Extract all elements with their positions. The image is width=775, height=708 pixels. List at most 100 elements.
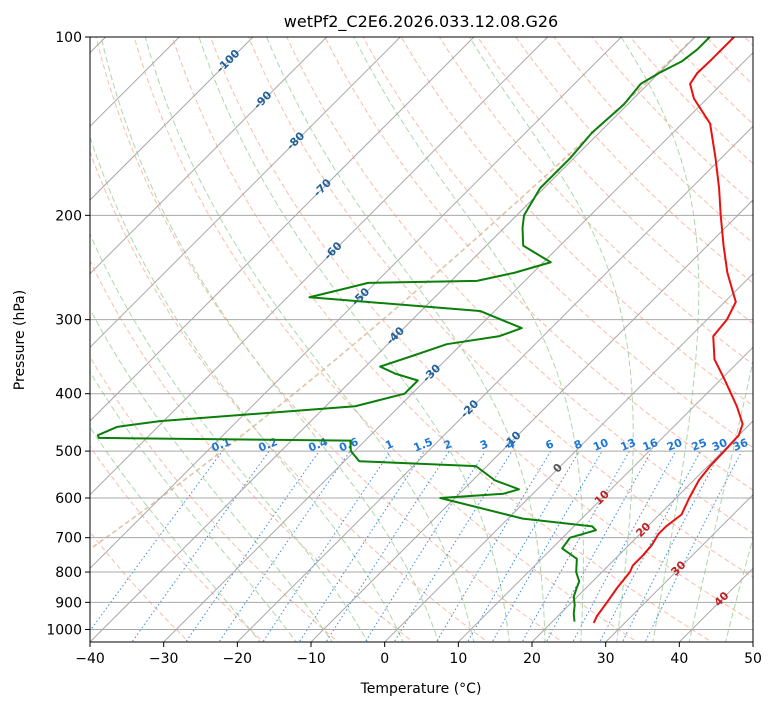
dry-adiabat — [90, 356, 339, 642]
y-tick-label: 300 — [55, 313, 82, 329]
mixing-ratio-line — [393, 450, 513, 642]
mixing-ratio-label: 16 — [641, 436, 660, 454]
mixing-ratio-label: 3 — [478, 437, 490, 452]
dry-adiabat — [515, 37, 753, 284]
dry-adiabat — [133, 37, 638, 642]
dewpoint-line — [96, 37, 711, 622]
isotherm-line — [162, 51, 753, 642]
isotherm-line — [90, 37, 549, 496]
isotherm-line — [236, 125, 753, 642]
mixing-ratio-line — [218, 450, 351, 642]
dry-adiabat — [770, 24, 775, 645]
y-tick-label: 500 — [55, 444, 82, 460]
dry-adiabat — [438, 37, 753, 366]
dry-adiabat — [744, 37, 753, 47]
moist-adiabat — [90, 233, 369, 642]
isotherm-line — [90, 37, 475, 422]
isotherm-label: 30 — [669, 558, 689, 578]
pressure-gridlines — [90, 37, 753, 630]
isotherm-line — [90, 37, 254, 201]
moist-adiabat — [725, 536, 753, 642]
moist-adiabat — [198, 37, 510, 642]
isotherm-line — [90, 37, 623, 570]
mixing-ratio-label: 0.2 — [256, 435, 279, 454]
mixing-ratio-line — [298, 450, 425, 642]
mixing-ratio-line — [131, 450, 270, 642]
dry-adiabat — [90, 150, 489, 642]
mixing-ratio-line — [644, 450, 743, 642]
dry-adiabat — [286, 37, 753, 534]
y-tick-label: 100 — [55, 30, 82, 46]
moist-adiabat — [90, 370, 297, 642]
isotherm-line — [457, 346, 753, 642]
dry-adiabat — [90, 259, 414, 642]
mixing-ratio-label: 6 — [544, 437, 556, 452]
moist-adiabat — [144, 37, 475, 642]
dry-adiabat — [324, 37, 753, 491]
moist-adiabat — [353, 37, 584, 642]
x-axis: −40 −30 −20 −10 0 10 20 30 40 50 — [75, 642, 762, 667]
mixing-ratio-label: 25 — [690, 436, 709, 454]
x-tick-label: 40 — [670, 651, 688, 667]
isotherm-line — [383, 272, 753, 642]
y-tick-label: 1000 — [46, 622, 82, 638]
isotherm-line — [531, 420, 753, 642]
y-tick-label: 600 — [55, 491, 82, 507]
x-tick-label: 30 — [597, 651, 615, 667]
isotherm-line — [90, 37, 328, 275]
y-tick-label: 200 — [55, 208, 82, 224]
isotherm-line — [310, 199, 753, 642]
mixing-ratio-label: 1 — [383, 437, 395, 452]
mixing-ratio-line — [466, 450, 580, 642]
isotherm-line — [752, 641, 753, 642]
mixing-ratio-labels: 0.1 0.2 0.4 0.6 1 1.5 2 3 4 6 8 10 13 16 20 25 30 36 — [210, 435, 751, 454]
mixing-ratio-line — [325, 450, 450, 642]
y-tick-label: 800 — [55, 565, 82, 581]
profile-series — [96, 37, 744, 624]
dry-adiabat — [90, 531, 190, 642]
y-axis: 100 200 300 400 500 600 700 800 900 1000 — [46, 30, 90, 638]
x-tick-label: 20 — [523, 651, 541, 667]
isotherm-line — [678, 567, 753, 642]
mixing-ratio-line — [599, 450, 701, 642]
moist-adiabat — [90, 426, 261, 642]
isotherm-label: 0 — [550, 461, 565, 476]
y-tick-label: 400 — [55, 387, 82, 403]
x-tick-label: 0 — [380, 651, 389, 667]
mixing-ratio-line — [262, 450, 392, 642]
y-tick-label: 700 — [55, 531, 82, 547]
mixing-ratio-line — [621, 450, 722, 642]
dry-adiabat — [90, 445, 265, 642]
isotherm-line — [90, 37, 402, 349]
moist-adiabat — [688, 358, 753, 642]
mixing-ratio-label: 13 — [619, 436, 638, 454]
dgz-curve — [90, 37, 697, 550]
moist-adiabat — [266, 37, 546, 642]
isotherm-line — [604, 493, 753, 642]
x-tick-label: −10 — [296, 651, 326, 667]
moist-adiabat — [90, 308, 333, 642]
dry-adiabat — [362, 37, 753, 449]
mixing-ratio-label: 1.5 — [412, 435, 435, 454]
dry-adiabat — [400, 37, 753, 407]
mixing-ratio-label: 0.1 — [210, 435, 233, 454]
temperature-line — [592, 37, 744, 624]
mixing-ratio-label: 36 — [731, 436, 750, 454]
mixing-ratio-label: 20 — [665, 436, 684, 454]
dry-adiabat — [248, 37, 753, 578]
isotherm-line — [90, 37, 181, 128]
dry-adiabat — [553, 37, 753, 244]
moist-adiabat — [469, 37, 634, 642]
chart-title: wetPf2_C2E6.2026.033.12.08.G26 — [284, 12, 558, 32]
mixing-ratio-line — [185, 450, 320, 642]
mixing-ratio-line — [572, 450, 677, 642]
dry-adiabat — [171, 37, 713, 642]
x-tick-label: 10 — [449, 651, 467, 667]
background-lines — [90, 24, 775, 645]
plot-frame — [89, 36, 754, 643]
x-tick-label: −30 — [149, 651, 179, 667]
y-tick-label: 900 — [55, 595, 82, 611]
mixing-ratio-line — [90, 450, 223, 632]
